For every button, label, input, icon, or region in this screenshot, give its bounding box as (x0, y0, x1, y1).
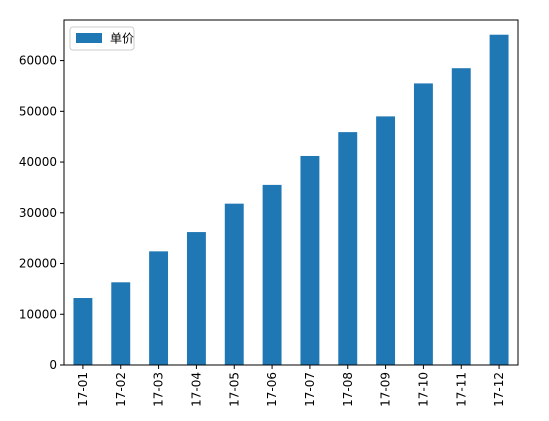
bar-2017-06 (262, 184, 282, 365)
y-tick-label: 20000 (19, 257, 57, 271)
bar-2017-11 (451, 68, 471, 365)
x-tick-label: 17-07 (303, 372, 317, 407)
y-tick-label: 0 (49, 358, 57, 372)
bars-group (73, 34, 509, 366)
x-tick-label: 17-06 (265, 372, 279, 407)
y-tick-label: 50000 (19, 104, 57, 118)
x-tick-label: 17-02 (114, 372, 128, 407)
bar-2017-09 (376, 116, 396, 365)
plot-frame (63, 19, 519, 366)
y-axis-ticks: 0 10000 20000 30000 40000 50000 60000 (19, 54, 64, 372)
legend-label: 单价 (110, 32, 134, 46)
bar-2017-03 (149, 251, 169, 365)
legend-swatch (76, 33, 102, 43)
bar-2017-01 (73, 298, 93, 365)
bar-2017-04 (186, 232, 206, 365)
x-axis-ticks: 17-01 17-02 17-03 17-04 17-05 17-06 17-07 17-08… (76, 365, 506, 407)
x-tick-label: 17-04 (189, 372, 203, 407)
bar-2017-02 (111, 282, 131, 365)
x-tick-label: 17-01 (76, 372, 90, 407)
x-tick-label: 17-03 (152, 372, 166, 407)
bar-2017-10 (413, 83, 433, 365)
bar-2017-05 (224, 203, 244, 365)
bar-2017-08 (338, 132, 358, 365)
x-tick-label: 17-05 (227, 372, 241, 407)
x-tick-label: 17-12 (492, 372, 506, 407)
x-tick-label: 17-10 (416, 372, 430, 407)
x-tick-label: 17-09 (379, 372, 393, 407)
bar-2017-07 (300, 155, 320, 365)
y-tick-label: 10000 (19, 307, 57, 321)
x-tick-label: 17-11 (454, 372, 468, 407)
x-tick-label: 17-08 (341, 372, 355, 407)
legend: 单价 (69, 26, 135, 51)
bar-2017-12 (489, 34, 509, 366)
y-tick-label: 60000 (19, 54, 57, 68)
y-tick-label: 40000 (19, 155, 57, 169)
y-tick-label: 30000 (19, 206, 57, 220)
